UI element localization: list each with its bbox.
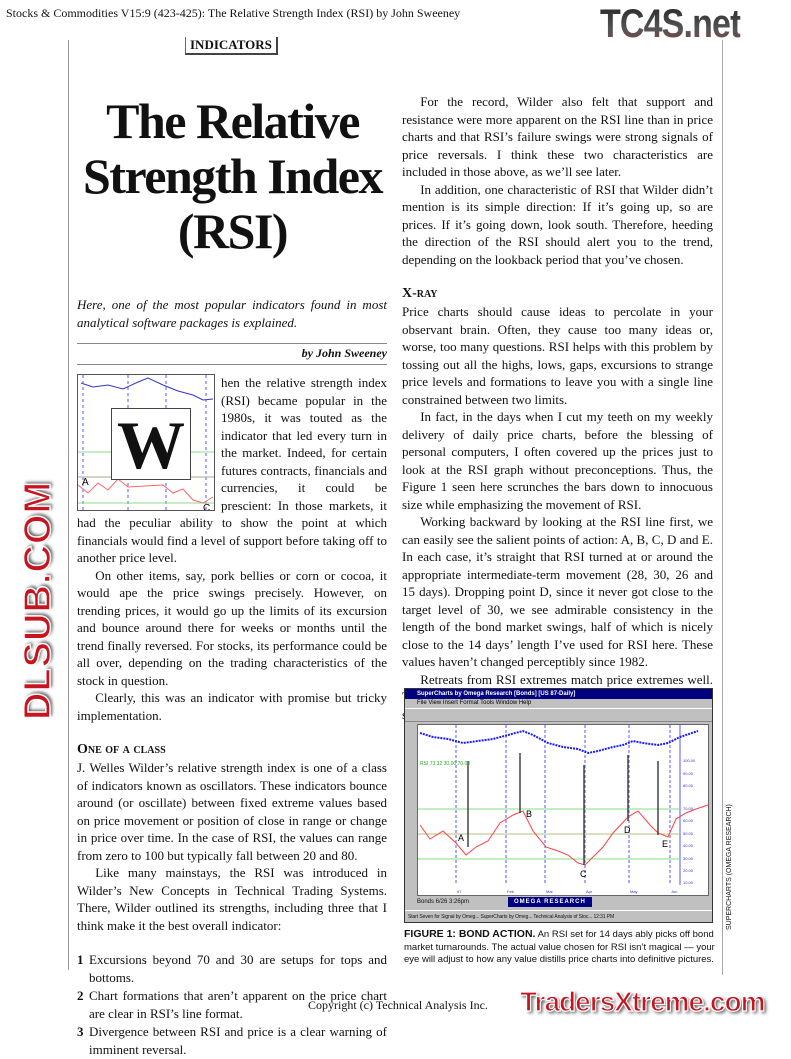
section-tag: INDICATORS: [185, 37, 278, 55]
subhead-one-of-a-class: One of a class: [77, 742, 166, 757]
paragraph: Price charts should cause ideas to perco…: [402, 304, 713, 407]
point-label-d: D: [624, 825, 631, 835]
list-number: 2: [77, 988, 84, 1003]
rsi-legend: RSI 73.32 30.00 70.00: [420, 761, 470, 767]
window-title-bar: SuperCharts by Omega Research [Bonds] [U…: [405, 689, 712, 699]
y-tick: 20.00: [683, 868, 694, 873]
point-label-a: A: [458, 833, 464, 843]
figure-1-screenshot: SuperCharts by Omega Research [Bonds] [U…: [404, 688, 713, 923]
x-tick: Jun: [671, 889, 677, 894]
dlsub-watermark: DLSUB.COM: [16, 480, 60, 721]
x-tick: Mar: [546, 889, 554, 894]
taskbar: Start Seven for Signal by Omeg... SuperC…: [405, 910, 712, 922]
right-rule: [722, 40, 723, 975]
paragraph: Clearly, this was an indicator with prom…: [77, 690, 387, 723]
drop-cap-figure: A C W: [77, 374, 215, 511]
copyright: Copyright (c) Technical Analysis Inc.: [308, 998, 488, 1012]
list-text: Chart formations that aren’t apparent on…: [89, 988, 387, 1021]
month-gridlines: [455, 725, 671, 885]
paragraph: hen the relative strength index (RSI) be…: [77, 375, 387, 565]
right-column: For the record, Wilder also felt that su…: [402, 93, 713, 723]
status-text: Bonds 6/26 3:26pm: [417, 899, 470, 905]
paragraph: Working backward by looking at the RSI l…: [402, 514, 713, 669]
y-tick: 50.00: [683, 831, 694, 836]
omega-logo: OMEGA RESEARCH: [508, 897, 592, 907]
list-item: 3 Divergence between RSI and price is a c…: [77, 1023, 387, 1058]
article-title: The Relative Strength Index (RSI): [70, 94, 395, 259]
paragraph: For the record, Wilder also felt that su…: [402, 94, 713, 179]
toolbar: [405, 708, 712, 722]
figure-caption: FIGURE 1: BOND ACTION. An RSI set for 14…: [404, 928, 716, 967]
byline: by John Sweeney: [77, 343, 387, 365]
list-item: 1 Excursions beyond 70 and 30 are setups …: [77, 951, 387, 986]
title-line: The Relative: [106, 93, 360, 149]
caption-text: An RSI set for 14 days ably picks off bo…: [404, 929, 715, 965]
bond-rsi-chart: RSI 73.32 30.00 70.00 A B C D E 100.00 9…: [418, 725, 709, 894]
y-tick: 100.00: [683, 758, 696, 763]
y-tick: 70.00: [683, 806, 694, 811]
running-head: Stocks & Commodities V15:9 (423-425): Th…: [6, 6, 461, 20]
point-label-b: B: [526, 809, 532, 819]
status-bar: Bonds 6/26 3:26pm OMEGA RESEARCH: [405, 897, 712, 907]
list-number: 3: [77, 1024, 84, 1039]
y-tick: 10.00: [683, 880, 694, 885]
list-number: 1: [77, 952, 84, 967]
tc4s-logo: TC4S.net: [600, 2, 741, 46]
price-bars: [419, 729, 699, 755]
paragraph: In addition, one characteristic of RSI t…: [402, 181, 713, 267]
title-line: (RSI): [177, 203, 289, 259]
point-label-e: E: [662, 839, 668, 849]
menu-bar: File View Insert Format Tools Window Hel…: [417, 700, 532, 706]
y-tick-labels: 100.00 90.00 80.00 70.00 60.00 50.00 40.…: [683, 758, 696, 885]
svg-text:A: A: [82, 477, 89, 488]
column-rule: [68, 40, 69, 970]
x-tick: Apr: [586, 889, 593, 894]
list-item: 2 Chart formations that aren’t apparent o…: [77, 987, 387, 1022]
y-tick: 30.00: [683, 856, 694, 861]
x-tick: 97: [457, 889, 462, 894]
chart-area: RSI 73.32 30.00 70.00 A B C D E 100.00 9…: [417, 724, 709, 896]
point-label-c: C: [580, 869, 587, 879]
x-tick: May: [630, 889, 638, 894]
figure-credit: SUPERCHARTS (OMEGA RESEARCH): [726, 804, 733, 930]
drawing-toolbar: [406, 724, 416, 896]
paragraph: On other items, say, pork bellies or cor…: [77, 567, 387, 688]
x-tick-labels: 97 Feb Mar Apr May Jun: [457, 889, 677, 894]
list-text: Divergence between RSI and price is a cl…: [89, 1024, 387, 1057]
drop-cap: W: [111, 408, 191, 481]
deck: Here, one of the most popular indicators…: [77, 297, 387, 330]
subhead-x-ray: X-ray: [402, 286, 438, 301]
tradersxtreme-watermark: TradersXtreme.com: [519, 985, 766, 1017]
title-line: Strength Index: [83, 148, 383, 204]
y-tick: 90.00: [683, 771, 694, 776]
paragraph: J. Welles Wilder’s relative strength ind…: [77, 760, 387, 863]
x-tick: Feb: [507, 889, 515, 894]
caption-label: FIGURE 1: BOND ACTION.: [404, 928, 536, 940]
list-text: Excursions beyond 70 and 30 are setups f…: [89, 952, 387, 985]
left-column: A C W hen the relative strength index (RS…: [77, 374, 387, 1059]
svg-text:C: C: [203, 503, 210, 511]
point-labels: A B C D E: [458, 809, 668, 879]
paragraph: In fact, in the days when I cut my teeth…: [402, 409, 713, 512]
rsi-line: [419, 804, 709, 866]
y-tick: 60.00: [683, 818, 694, 823]
y-tick: 80.00: [683, 783, 694, 788]
paragraph: Like many mainstays, the RSI was introdu…: [77, 865, 387, 933]
y-tick: 40.00: [683, 843, 694, 848]
